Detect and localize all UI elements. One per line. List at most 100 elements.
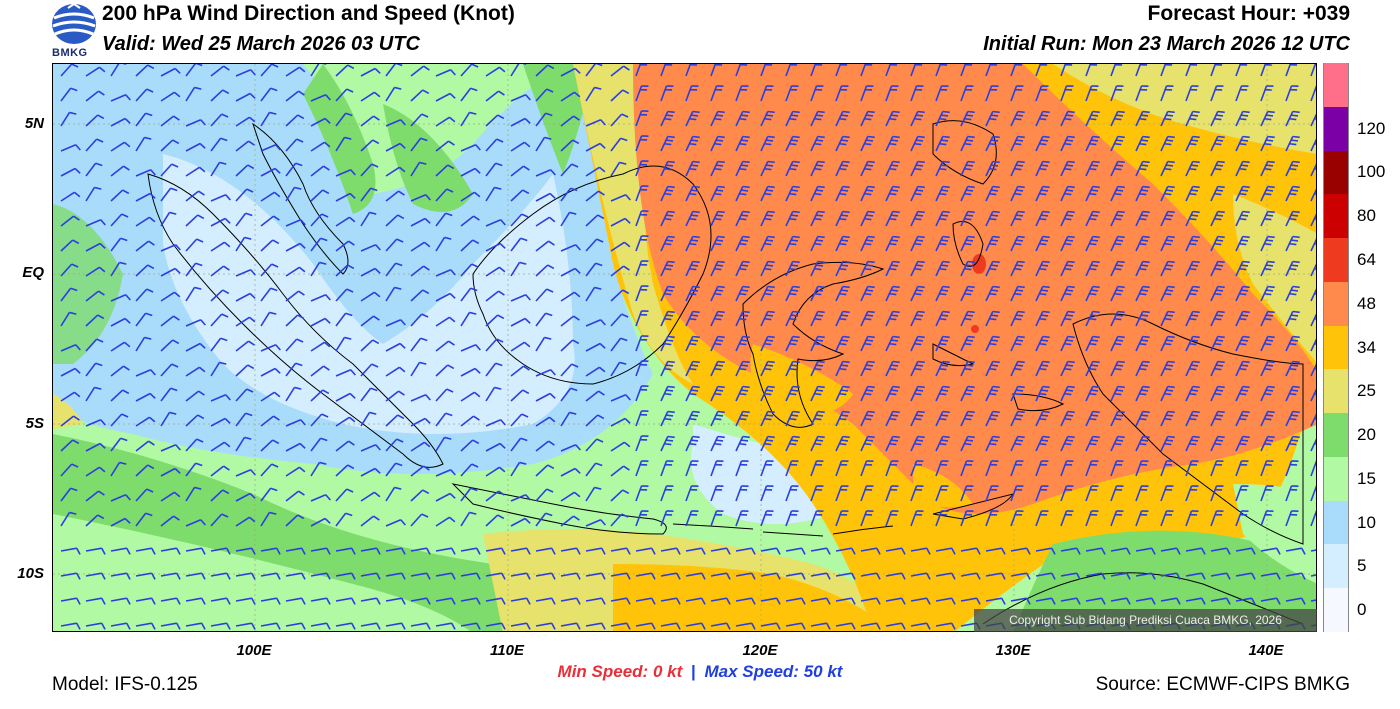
wind-barb-feather [767,260,775,264]
wind-barb-feather [223,241,231,248]
wind-barb-feather [1314,267,1316,270]
wind-barb-feather [1040,139,1049,142]
wind-barb [60,597,77,602]
wind-barb [1310,113,1316,127]
wind-barb [435,92,451,102]
wind-barb [160,412,171,427]
wind-barb [310,572,327,577]
wind-barb-feather [990,339,999,342]
wind-barb-feather [1115,414,1124,417]
wind-barb-feather [119,461,127,465]
wind-barb-feather [1315,390,1316,391]
wind-barb [585,238,598,252]
wind-barb-feather [1142,185,1150,189]
wind-barb [885,572,902,577]
wind-barb-feather [573,115,580,121]
wind-barb [1035,485,1043,502]
wind-barb-feather [789,417,797,421]
wind-barb-feather [865,264,874,267]
wind-barb [1135,436,1144,452]
wind-barb [935,64,942,77]
wind-barb-feather [1189,217,1197,221]
wind-barb [935,572,952,577]
wind-barb-feather [940,314,949,317]
wind-barb-feather [764,292,772,296]
wind-barb [1235,111,1244,127]
wind-barb-feather [1217,310,1225,314]
wind-barb-feather [889,117,897,121]
wind-barb [160,91,175,102]
wind-barb [1185,460,1193,477]
wind-barb-feather [1264,442,1272,446]
wind-barb [110,572,127,577]
wind-barb-feather [851,622,856,630]
wind-barb-feather [98,490,105,496]
wind-barb-feather [625,394,631,401]
wind-barb [85,66,100,77]
wind-barb-feather [372,139,380,145]
wind-barb-feather [498,266,506,273]
wind-barb [310,437,322,452]
wind-barb [1235,436,1244,452]
wind-barb-feather [840,214,849,217]
wind-barb [85,442,101,452]
wind-barb [60,439,74,452]
wind-barb-feather [200,519,206,526]
wind-barb [560,491,575,502]
wind-barb [435,188,448,202]
wind-barb-feather [173,291,181,298]
wind-barb-feather [71,64,79,68]
wind-barb-feather [573,291,581,298]
wind-barb [335,547,352,552]
wind-barb-feather [1265,264,1274,267]
wind-barb-feather [1142,210,1150,214]
wind-barb [1235,572,1252,577]
wind-barb-feather [1114,392,1122,396]
wind-barb-feather [789,167,797,171]
wind-barb [635,510,643,527]
wind-barb-feather [119,261,127,265]
wind-barb-feather [150,169,156,176]
wind-barb-feather [965,214,974,217]
wind-barb-feather [1140,389,1149,392]
wind-barb [160,244,177,252]
wind-barb-feather [742,435,750,439]
wind-barb-feather [1142,235,1150,239]
wind-barb-feather [717,135,725,139]
wind-barb-feather [1240,114,1249,117]
wind-barb-feather [992,160,1000,164]
wind-barb-feather [790,414,799,417]
wind-barb-feather [270,87,278,92]
wind-barb-feather [1242,285,1250,289]
wind-barb-feather [444,236,452,240]
wind-barb-feather [1092,410,1100,414]
wind-barb [335,288,348,302]
wind-barb-feather [1164,442,1172,446]
wind-barb [1310,313,1316,327]
wind-barb-feather [651,572,656,580]
wind-barb-feather [1142,260,1150,264]
wind-barb [1285,136,1294,152]
wind-barb [210,547,227,552]
wind-barb [1235,211,1244,227]
wind-barb [435,69,452,77]
wind-barb-feather [273,415,280,421]
wind-barb-feather [717,110,725,114]
wind-barb-feather [595,262,603,267]
wind-barb-feather [967,360,975,364]
wind-barb-feather [1276,597,1281,605]
wind-barb [910,597,927,602]
wind-barb-feather [765,139,774,142]
wind-barb-feather [751,597,756,605]
wind-barb-feather [717,285,725,289]
wind-barb-feather [1092,360,1100,364]
wind-barb-feather [940,114,949,117]
wind-barb [535,216,550,227]
wind-barb [1110,286,1119,302]
wind-barb-feather [767,435,775,439]
wind-barb-feather [1139,142,1147,146]
wind-barb-feather [1117,410,1125,414]
wind-barb [910,64,917,77]
wind-barb-feather [767,160,775,164]
wind-barb-feather [299,442,306,449]
